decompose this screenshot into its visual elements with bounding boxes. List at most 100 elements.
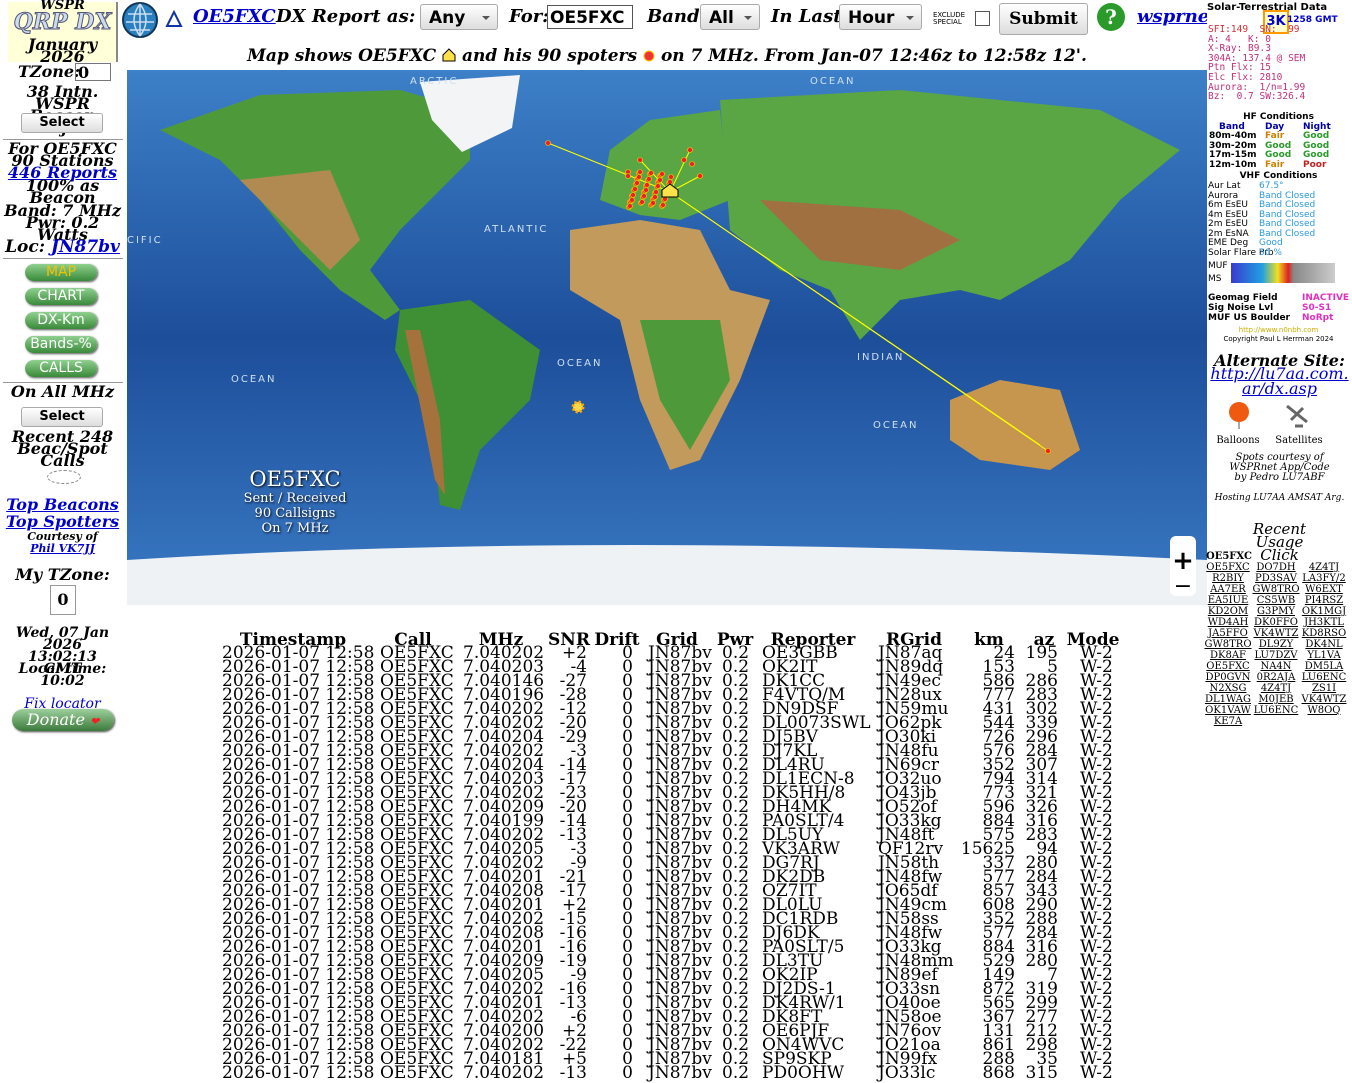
usage-call[interactable]: DP0GVN xyxy=(1205,672,1251,683)
table-cell: JN87bv xyxy=(648,937,712,957)
report-select[interactable]: Any xyxy=(420,4,498,30)
select[interactable]: Select xyxy=(21,407,103,427)
phil[interactable]: Phil VK7JJ xyxy=(30,542,95,555)
usage-call[interactable]: NA4N xyxy=(1260,661,1292,672)
usage-call[interactable]: EA5IUE xyxy=(1207,595,1249,606)
overlay-line: 90 Callsigns xyxy=(254,506,336,521)
usage-call[interactable]: W6EXT xyxy=(1305,584,1343,595)
usage-call[interactable]: OK1MGJ xyxy=(1301,606,1347,617)
top-beacons[interactable]: Top Beacons xyxy=(6,495,119,514)
usage-call[interactable]: LU6ENC xyxy=(1301,672,1347,683)
zoom-in[interactable]: + xyxy=(1172,546,1194,576)
table-cell: 284 xyxy=(1025,867,1058,887)
usage-call[interactable]: PI4RSZ xyxy=(1304,595,1344,606)
dxkm-button[interactable]: DX-Km xyxy=(25,312,97,329)
solar-panel[interactable]: Solar-Terrestrial Data 3K 1258 GMT SFI:149 … xyxy=(1207,2,1350,345)
table-cell: 794 xyxy=(982,769,1015,789)
last-select[interactable]: Hour xyxy=(839,4,922,30)
usage-call[interactable]: GW8TRO xyxy=(1204,639,1252,650)
usage-call[interactable]: LU6ENC xyxy=(1253,705,1299,716)
map-button[interactable]: MAP xyxy=(25,264,97,281)
table-cell: OE5FXC xyxy=(380,1063,454,1083)
map[interactable] xyxy=(127,70,1207,605)
submit-button[interactable]: Submit xyxy=(999,3,1088,35)
usage-call[interactable]: DK4NL xyxy=(1305,639,1343,650)
usage-call[interactable]: R2BIY xyxy=(1212,573,1244,584)
usage-call[interactable]: VK4WTZ xyxy=(1301,694,1347,705)
tzone-input[interactable]: 0 xyxy=(75,63,111,82)
triangle-icon[interactable] xyxy=(165,9,183,27)
usage-call[interactable]: WD4AH xyxy=(1207,617,1249,628)
usage-call[interactable]: G3PMY xyxy=(1257,606,1295,617)
usage-call[interactable]: OE5FXC xyxy=(1206,661,1250,672)
satellite-icon[interactable] xyxy=(1286,404,1308,428)
usage-call[interactable]: DM5LA xyxy=(1304,661,1344,672)
usage-call[interactable]: KD2OM xyxy=(1207,606,1249,617)
usage-call[interactable]: OE5FXC xyxy=(1206,562,1250,573)
my-tzone-input[interactable]: 0 xyxy=(50,585,76,615)
table-cell: 2026-01-07 12:58 xyxy=(222,1049,375,1069)
usage-call[interactable]: KE7A xyxy=(1213,716,1243,727)
table-cell: 7.040202 xyxy=(463,979,545,999)
logo[interactable]: QRP DX xyxy=(13,9,112,35)
usage-call[interactable]: DL9ZY xyxy=(1258,639,1294,650)
table-cell: 868 xyxy=(982,1063,1015,1083)
top-spotters[interactable]: Top Spotters xyxy=(5,512,120,531)
ocean-label: ARCTIC xyxy=(410,76,459,87)
satellites[interactable]: Satellites xyxy=(1275,435,1323,446)
select[interactable]: Select xyxy=(21,113,103,133)
loc[interactable]: JN87bv xyxy=(50,237,120,257)
usage-call[interactable]: KD8RSO xyxy=(1301,628,1347,639)
usage-call[interactable]: LU7DZV xyxy=(1254,650,1298,661)
bands-button[interactable]: Bands-% xyxy=(25,336,97,353)
usage-call[interactable]: YL1VA xyxy=(1307,650,1341,661)
calls-button[interactable]: CALLS xyxy=(25,360,97,377)
exclude-checkbox[interactable] xyxy=(975,11,990,26)
table-cell: 284 xyxy=(1025,741,1058,761)
table-cell: 2026-01-07 12:58 xyxy=(222,783,375,803)
usage-call[interactable]: N2XSG xyxy=(1209,683,1247,694)
table-cell: W-2 xyxy=(1080,1007,1113,1027)
usage-call[interactable]: 4Z4TJ xyxy=(1308,562,1340,573)
usage-call[interactable]: M0JEB xyxy=(1258,694,1294,705)
hf-title: HF Conditions xyxy=(1243,112,1314,122)
table-cell: OE5FXC xyxy=(380,685,454,705)
chart-button[interactable]: CHART xyxy=(25,288,97,305)
usage-call[interactable]: OK1VAW xyxy=(1205,705,1251,716)
reports[interactable]: 446 Reports xyxy=(7,163,118,182)
table-cell: 0 xyxy=(622,923,633,943)
usage-call[interactable]: ZS1I xyxy=(1311,683,1337,694)
fix-locator[interactable]: Fix locator xyxy=(24,696,101,712)
balloons[interactable]: Balloons xyxy=(1216,435,1260,446)
asia xyxy=(720,90,1180,340)
usage-call[interactable]: DO7DH xyxy=(1256,562,1296,573)
band-select[interactable]: All xyxy=(700,4,760,30)
zoom-out[interactable]: − xyxy=(1173,574,1193,599)
usage-call[interactable]: W8OQ xyxy=(1307,705,1341,716)
help-button[interactable]: ? xyxy=(1097,3,1125,31)
usage-call[interactable]: DK8AF xyxy=(1209,650,1246,661)
balloon-icon[interactable] xyxy=(1229,402,1249,422)
usage-call[interactable]: DK0FFO xyxy=(1254,617,1298,628)
table-cell: JO40oe xyxy=(878,993,941,1013)
vhf-value: Band Closed xyxy=(1259,219,1316,229)
usage-call[interactable]: LA3FY/2 xyxy=(1302,573,1346,584)
table-cell: OE5FXC xyxy=(380,881,454,901)
usage-call[interactable]: PD3SAV xyxy=(1255,573,1297,584)
usage-call[interactable]: GW8TRO xyxy=(1252,584,1300,595)
usage-call[interactable]: VK4WTZ xyxy=(1253,628,1299,639)
alt-url[interactable]: http://lu7aa.com.ar/dx.asp xyxy=(1210,364,1349,398)
usage-call[interactable]: CS5WB xyxy=(1256,595,1296,606)
usage-call[interactable]: 0R2AJA xyxy=(1256,672,1296,683)
hf-value: Good xyxy=(1265,140,1292,151)
vhf-value: Band Closed xyxy=(1259,228,1316,239)
usage-call[interactable]: 4Z4TJ xyxy=(1260,683,1292,694)
usage-call[interactable]: JH3KTL xyxy=(1304,617,1344,628)
donate-button[interactable]: Donate ❤ xyxy=(12,709,114,731)
callsign[interactable]: OE5FXC xyxy=(193,6,276,27)
for-input[interactable]: OE5FXC xyxy=(547,5,633,29)
usage-call[interactable]: JA5FFO xyxy=(1208,628,1248,639)
usage-call[interactable]: DL1WAG xyxy=(1204,694,1251,705)
usage-call[interactable]: AA7ER xyxy=(1210,584,1246,595)
